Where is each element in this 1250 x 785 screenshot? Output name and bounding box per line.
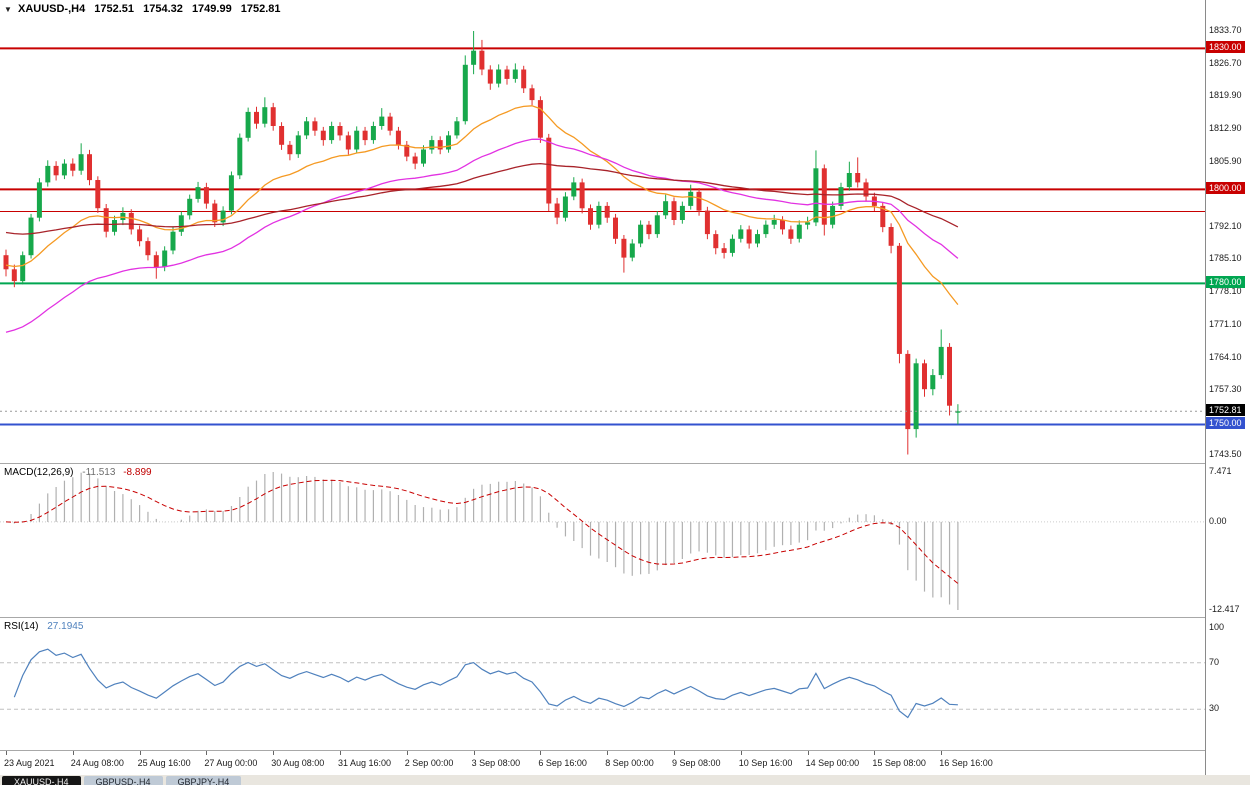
rsi-axis-label: 30 bbox=[1209, 703, 1220, 714]
time-label: 15 Sep 08:00 bbox=[872, 758, 926, 768]
ohlc-open: 1752.51 bbox=[94, 3, 135, 15]
price-tick-label: 1764.10 bbox=[1209, 352, 1242, 363]
time-label: 8 Sep 00:00 bbox=[605, 758, 654, 768]
price-tick-label: 1826.70 bbox=[1209, 57, 1242, 68]
time-tick bbox=[540, 751, 542, 755]
ma-mid-magenta[interactable] bbox=[5, 138, 959, 333]
time-tick bbox=[674, 751, 675, 755]
time-tick bbox=[72, 751, 74, 755]
rsi-axis-label: 70 bbox=[1209, 656, 1220, 667]
time-label: 10 Sep 16:00 bbox=[738, 758, 793, 768]
ma-fast-orange[interactable] bbox=[5, 105, 959, 306]
ohlc-low: 1749.99 bbox=[191, 3, 232, 15]
time-tick bbox=[807, 751, 809, 755]
price-tick-label: 1778.10 bbox=[1209, 286, 1242, 297]
price-axis[interactable]: 1833.70 1826.70 1819.90 1812.90 1805.90 1792.… bbox=[1205, 0, 1250, 775]
time-label: 3 Sep 08:00 bbox=[471, 758, 521, 768]
time-tick bbox=[206, 751, 208, 755]
time-label: 30 Aug 08:00 bbox=[271, 758, 325, 768]
price-tick-label: 1819.90 bbox=[1209, 89, 1242, 100]
time-tick bbox=[406, 751, 408, 755]
price-tick-label: 1805.90 bbox=[1209, 155, 1242, 166]
time-tick bbox=[740, 751, 742, 755]
price-tick-label: 1771.10 bbox=[1209, 319, 1242, 330]
time-tick bbox=[473, 751, 475, 755]
price-tick-label: 1785.10 bbox=[1209, 253, 1242, 264]
macd-pane[interactable] bbox=[0, 464, 1205, 618]
level-price-label: 1780.00 bbox=[1206, 276, 1245, 289]
macd-axis-max: 7.471 bbox=[1209, 466, 1232, 476]
macd-signal-line bbox=[5, 479, 959, 584]
macd-main-value: -11.513 bbox=[82, 467, 116, 478]
macd-axis-zero: 0.00 bbox=[1209, 515, 1227, 526]
ohlc-close: 1752.81 bbox=[240, 3, 281, 15]
macd-header: MACD(12,26,9) -11.513 -8.899 bbox=[4, 467, 152, 478]
time-tick bbox=[273, 751, 275, 755]
level-price-label: 1750.00 bbox=[1206, 417, 1245, 430]
time-label: 25 Aug 16:00 bbox=[137, 758, 191, 768]
time-label: 2 Sep 00:00 bbox=[404, 758, 454, 768]
price-tick-label: 1833.70 bbox=[1209, 25, 1242, 35]
price-pane[interactable] bbox=[0, 0, 1205, 464]
rsi-axis-label: 100 bbox=[1209, 622, 1225, 632]
pane-separator[interactable] bbox=[0, 750, 1250, 751]
macd-axis-min: -12.417 bbox=[1209, 604, 1240, 614]
time-tick bbox=[607, 751, 609, 755]
rsi-line bbox=[13, 648, 958, 719]
rsi-pane[interactable] bbox=[0, 618, 1205, 751]
pane-separator[interactable] bbox=[0, 617, 1250, 618]
ma-slow-darkred[interactable] bbox=[5, 162, 959, 235]
time-label: 6 Sep 16:00 bbox=[538, 758, 587, 768]
time-label: 9 Sep 08:00 bbox=[672, 758, 721, 768]
price-tick-label: 1743.50 bbox=[1209, 449, 1242, 459]
rsi-header: RSI(14) 27.1945 bbox=[4, 621, 83, 632]
time-axis[interactable]: 23 Aug 2021 24 Aug 08:00 25 Aug 16:00 27 Au… bbox=[0, 751, 1205, 775]
time-label: 23 Aug 2021 bbox=[4, 758, 55, 768]
pane-separator[interactable] bbox=[0, 463, 1250, 464]
macd-histogram bbox=[13, 472, 959, 610]
level-price-label: 1800.00 bbox=[1206, 182, 1245, 195]
chart-tab[interactable]: XAUUSD-,H4 bbox=[2, 776, 81, 785]
time-tick bbox=[340, 751, 341, 755]
current-price-label: 1752.81 bbox=[1206, 404, 1245, 417]
time-label: 24 Aug 08:00 bbox=[70, 758, 124, 768]
time-label: 31 Aug 16:00 bbox=[338, 758, 392, 768]
time-tick bbox=[874, 751, 876, 755]
level-price-label: 1830.00 bbox=[1206, 41, 1245, 54]
rsi-value: 27.1945 bbox=[47, 621, 84, 632]
chart-menu-icon[interactable]: ▼ bbox=[4, 5, 12, 14]
time-tick bbox=[941, 751, 943, 755]
ohlc-high: 1754.32 bbox=[143, 3, 183, 15]
price-tick-label: 1757.30 bbox=[1209, 384, 1242, 395]
chart-tab[interactable]: GBPUSD-,H4 bbox=[83, 776, 163, 785]
time-tick bbox=[6, 751, 7, 755]
chart-tabs-bar: XAUUSD-,H4 GBPUSD-,H4 GBPJPY-,H4 bbox=[0, 775, 1250, 785]
symbol-period-label: XAUUSD-,H4 bbox=[17, 3, 86, 15]
time-label: 14 Sep 00:00 bbox=[805, 758, 860, 768]
chart-header: ▼ XAUUSD-,H4 1752.51 1754.32 1749.99 175… bbox=[4, 3, 287, 15]
candlesticks bbox=[3, 31, 961, 455]
time-label: 27 Aug 00:00 bbox=[204, 758, 258, 768]
chart-tab[interactable]: GBPJPY-,H4 bbox=[165, 776, 242, 785]
macd-signal-value: -8.899 bbox=[123, 467, 152, 478]
macd-title: MACD(12,26,9) bbox=[4, 467, 74, 478]
time-tick bbox=[139, 751, 141, 755]
price-tick-label: 1812.90 bbox=[1209, 122, 1242, 133]
rsi-title: RSI(14) bbox=[4, 621, 39, 632]
price-tick-label: 1792.10 bbox=[1209, 220, 1242, 231]
time-label: 16 Sep 16:00 bbox=[939, 758, 993, 768]
